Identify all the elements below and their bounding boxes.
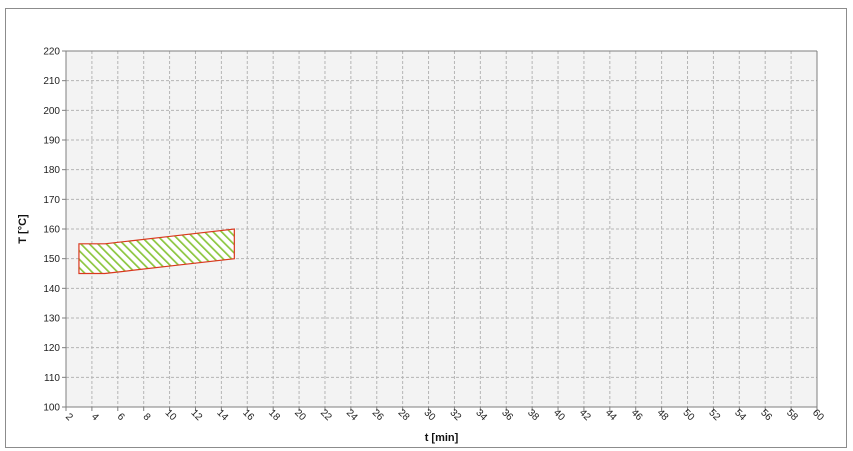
x-tick-label: 44 [603, 407, 619, 423]
x-tick-label: 32 [447, 407, 463, 423]
x-tick-label: 56 [758, 407, 774, 423]
y-tick-label: 100 [43, 403, 60, 414]
y-tick-label: 110 [44, 373, 60, 384]
x-tick-label: 6 [115, 411, 127, 423]
x-tick-label: 40 [551, 407, 567, 423]
y-tick-label: 130 [43, 314, 60, 325]
y-tick-label: 200 [43, 106, 60, 117]
y-tick-labels: 100 110 120 130 140 150 160 170 180 190 200 210 220 [43, 47, 60, 414]
axes [62, 50, 818, 411]
chart: 100110120130140150160170180190200210220 … [17, 47, 826, 445]
x-tick-label: 12 [188, 407, 204, 423]
y-tick-label: 120 [43, 343, 60, 354]
x-tick-label: 20 [292, 407, 308, 423]
x-tick-label: 50 [681, 407, 697, 423]
x-tick-label: 16 [240, 407, 256, 423]
y-tick-label: 190 [43, 136, 60, 147]
x-tick-label: 10 [163, 407, 179, 423]
x-tick-label: 36 [499, 407, 515, 423]
x-tick-label: 58 [784, 407, 800, 423]
x-tick-labels: 2 4 6 8 10 12 14 16 18 20 22 24 26 28 30 32 34 36 38 40 42 44… [63, 407, 826, 423]
x-tick-label: 48 [655, 407, 671, 423]
y-tick-label: 210 [43, 76, 60, 87]
x-tick-label: 4 [89, 411, 101, 423]
x-tick-label: 52 [706, 407, 722, 423]
x-tick-label: 60 [810, 407, 826, 423]
x-tick-label: 8 [141, 411, 153, 423]
x-tick-label: 24 [344, 407, 360, 423]
x-tick-label: 14 [214, 407, 230, 423]
temperature-band [78, 228, 235, 275]
y-tick-label: 140 [43, 284, 60, 295]
gridlines [65, 50, 818, 408]
x-tick-label: 28 [396, 407, 412, 423]
x-tick-label: 34 [473, 407, 489, 423]
x-tick-label: 2 [63, 411, 75, 423]
x-tick-label: 26 [370, 407, 386, 423]
temperature-range-band [78, 228, 235, 275]
x-tick-label: 42 [577, 407, 593, 423]
x-tick-label: 18 [266, 407, 282, 423]
y-tick-label: 220 [43, 47, 60, 58]
x-tick-label: 54 [732, 407, 748, 423]
x-tick-label: 46 [629, 407, 645, 423]
y-tick-label: 180 [43, 165, 60, 176]
y-tick-label: 170 [43, 195, 60, 206]
chart-frame: 100 110 120 130 140 150 160 170 180 190 200 210 220 … [5, 8, 847, 448]
x-tick-label: 22 [318, 407, 334, 423]
y-tick-label: 160 [43, 225, 60, 236]
y-axis-title: T [°C] [17, 214, 29, 244]
x-tick-label: 38 [525, 407, 541, 423]
y-tick-label: 150 [43, 254, 60, 265]
x-axis-title: t [min] [425, 432, 459, 444]
x-tick-label: 30 [422, 407, 438, 423]
